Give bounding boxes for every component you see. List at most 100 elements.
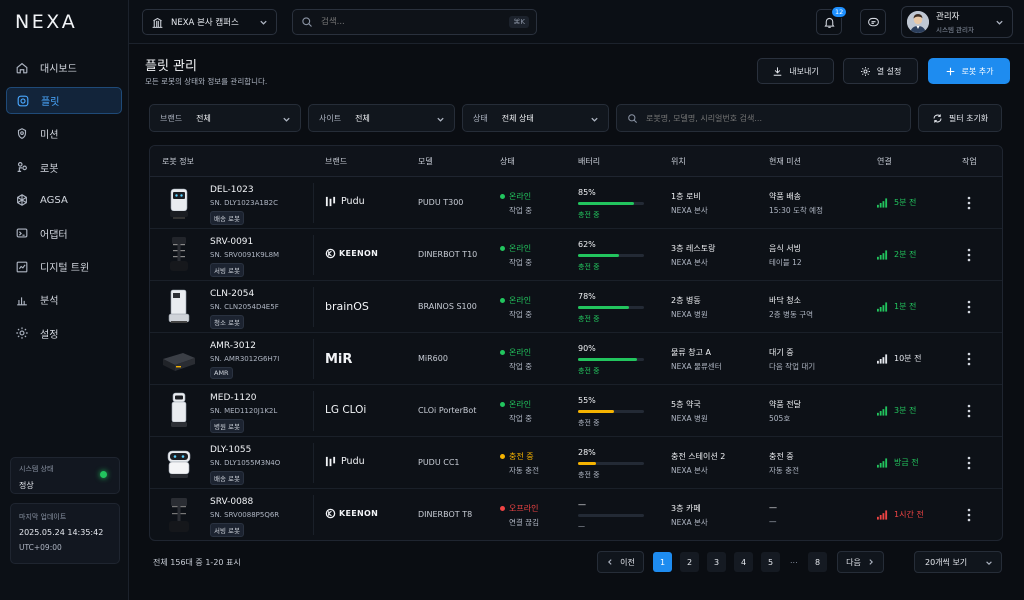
- sidebar-item-4[interactable]: AGSA: [6, 187, 122, 214]
- robot-thumbnail: [169, 498, 189, 532]
- status-filter[interactable]: 상태 전체 상태: [462, 104, 609, 132]
- robot-search[interactable]: [616, 104, 911, 132]
- status-label: 충전 중: [509, 452, 534, 461]
- robot-serial: SN. MED1120J1K2L: [210, 407, 278, 415]
- col-connection[interactable]: 연결: [877, 157, 892, 166]
- more-actions-icon[interactable]: [962, 247, 976, 263]
- page-last[interactable]: 8: [808, 552, 827, 572]
- table-row[interactable]: SRV-0088 SN. SRV0088P5Q6R 서빙 로봇 KEENON DINER…: [150, 489, 1002, 540]
- page-2[interactable]: 2: [680, 552, 699, 572]
- sidebar-item-7[interactable]: 분석: [6, 286, 122, 313]
- col-robot-info[interactable]: 로봇 정보: [162, 157, 194, 166]
- robot-id[interactable]: DEL-1023: [210, 185, 254, 195]
- col-mission[interactable]: 현재 미션: [769, 157, 801, 166]
- table-row[interactable]: CLN-2054 SN. CLN2054D4E5F 청소 로봇 brainOS BRAI…: [150, 281, 1002, 333]
- campus-label: NEXA 본사 캠퍼스: [171, 18, 239, 28]
- table-row[interactable]: DLY-1055 SN. DLY1055M3N4O 배송 로봇 Pudu PUDU CC…: [150, 437, 1002, 489]
- more-actions-icon[interactable]: [962, 455, 976, 471]
- sidebar-item-0[interactable]: 대시보드: [6, 54, 122, 81]
- location-site: NEXA 본사: [671, 518, 708, 527]
- table-row[interactable]: AMR-3012 SN. AMR3012G6H7I AMR MiR MiR600 온라인 작…: [150, 333, 1002, 385]
- prev-page-button[interactable]: 이전: [597, 551, 644, 573]
- robot-id[interactable]: SRV-0091: [210, 237, 254, 247]
- column-settings-button[interactable]: 열 설정: [843, 58, 918, 84]
- status-badge: 온라인: [500, 347, 531, 358]
- more-actions-icon[interactable]: [962, 299, 976, 315]
- battery-fill: [578, 202, 634, 205]
- chevron-down-icon: [986, 561, 992, 565]
- sidebar-item-1[interactable]: 플릿: [6, 87, 122, 115]
- sidebar-item-label: 어댑터: [40, 229, 68, 241]
- more-actions-icon[interactable]: [962, 195, 976, 211]
- sidebar-item-label: 대시보드: [40, 64, 77, 75]
- signal-icon: [877, 197, 888, 208]
- sidebar-item-5[interactable]: 어댑터: [6, 220, 122, 247]
- page-3[interactable]: 3: [707, 552, 726, 572]
- col-status[interactable]: 상태: [500, 157, 515, 166]
- app-logo[interactable]: NEXA: [15, 11, 78, 33]
- add-robot-button[interactable]: 로봇 추가: [928, 58, 1010, 84]
- site-filter[interactable]: 사이트 전체: [308, 104, 455, 132]
- robot-model: DINERBOT T10: [418, 250, 478, 259]
- messages-button[interactable]: [860, 9, 886, 35]
- sidebar-item-3[interactable]: 로봇: [6, 154, 122, 181]
- user-menu[interactable]: 관리자 시스템 관리자: [901, 6, 1013, 38]
- more-actions-icon[interactable]: [962, 351, 976, 367]
- signal-icon: [877, 301, 888, 312]
- connection-time: 5분 전: [894, 198, 917, 207]
- status-detail: 연결 끊김: [509, 518, 539, 527]
- global-search[interactable]: ⌘K: [292, 9, 537, 35]
- global-search-input[interactable]: [321, 17, 491, 27]
- search-shortcut: ⌘K: [509, 16, 529, 28]
- robot-id[interactable]: SRV-0088: [210, 497, 254, 507]
- brand-filter[interactable]: 브랜드 전체: [149, 104, 301, 132]
- table-row[interactable]: SRV-0091 SN. SRV0091K9L8M 서빙 로봇 KEENON DINER…: [150, 229, 1002, 281]
- page-4[interactable]: 4: [734, 552, 753, 572]
- notifications-button[interactable]: 12: [816, 6, 848, 35]
- fleet-table: 로봇 정보 브랜드 모델 상태 배터리 위치 현재 미션 연결 작업 DEL-1…: [149, 145, 1003, 541]
- signal-icon: [877, 457, 888, 468]
- col-battery[interactable]: 배터리: [578, 157, 601, 166]
- more-actions-icon[interactable]: [962, 403, 976, 419]
- connection-time: 3분 전: [894, 406, 917, 415]
- col-location[interactable]: 위치: [671, 157, 686, 166]
- battery-percent: —: [578, 500, 586, 509]
- campus-selector[interactable]: NEXA 본사 캠퍼스: [142, 9, 277, 35]
- brand-divider: [313, 183, 314, 223]
- table-row[interactable]: MED-1120 SN. MED1120J1K2L 병원 로봇 LG CLOi CLOi…: [150, 385, 1002, 437]
- system-status-label: 시스템 상태: [19, 465, 54, 473]
- table-header: 로봇 정보 브랜드 모델 상태 배터리 위치 현재 미션 연결 작업: [150, 146, 1002, 177]
- robot-id[interactable]: DLY-1055: [210, 445, 252, 455]
- col-brand[interactable]: 브랜드: [325, 157, 348, 166]
- reset-filters-button[interactable]: 필터 초기화: [918, 104, 1002, 132]
- battery-fill: [578, 254, 619, 257]
- sidebar-item-2[interactable]: 미션: [6, 120, 122, 147]
- export-button[interactable]: 내보내기: [757, 58, 834, 84]
- robot-id[interactable]: CLN-2054: [210, 289, 255, 299]
- status-detail: 자동 충전: [509, 466, 539, 475]
- page-5[interactable]: 5: [761, 552, 780, 572]
- status-detail: 작업 중: [509, 362, 533, 371]
- robot-id[interactable]: MED-1120: [210, 393, 257, 403]
- status-badge: 온라인: [500, 399, 531, 410]
- battery-bar: [578, 462, 644, 465]
- table-row[interactable]: DEL-1023 SN. DLY1023A1B2C 배송 로봇 Pudu PUDU T3…: [150, 177, 1002, 229]
- page-1[interactable]: 1: [653, 552, 672, 572]
- sidebar-item-8[interactable]: 설정: [6, 320, 122, 347]
- robot-thumbnail: [170, 188, 188, 219]
- location-site: NEXA 병원: [671, 310, 708, 319]
- battery-fill: [578, 306, 629, 309]
- col-model[interactable]: 모델: [418, 157, 433, 166]
- chevron-down-icon: [437, 117, 444, 122]
- signal-icon: [877, 249, 888, 260]
- location-site: NEXA 본사: [671, 466, 708, 475]
- more-actions-icon[interactable]: [962, 507, 976, 523]
- connection-time: 방금 전: [894, 458, 919, 467]
- per-page-select[interactable]: 20개씩 보기: [914, 551, 1002, 573]
- sidebar-item-6[interactable]: 디지털 트윈: [6, 253, 122, 280]
- robot-id[interactable]: AMR-3012: [210, 341, 256, 351]
- battery-bar: [578, 306, 644, 309]
- next-page-button[interactable]: 다음: [837, 551, 884, 573]
- robot-search-input[interactable]: [646, 113, 896, 123]
